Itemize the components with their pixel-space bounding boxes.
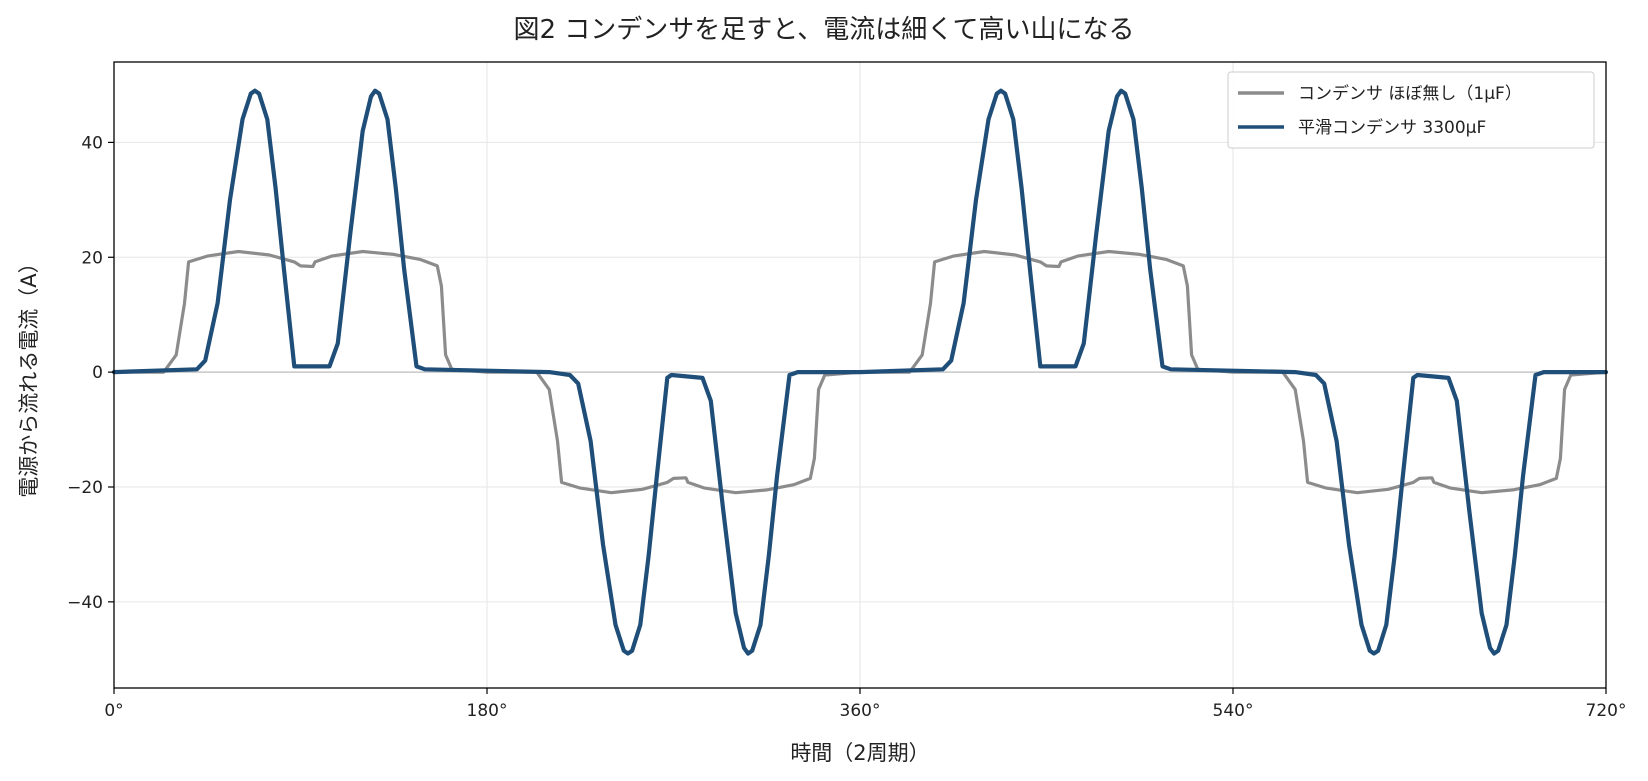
y-tick-label: 0 (92, 363, 103, 383)
series-lines (111, 88, 1609, 656)
y-tick-label: 20 (81, 248, 103, 268)
x-tick-label: 720° (1586, 701, 1627, 721)
x-tick-label: 540° (1213, 701, 1254, 721)
x-axis-ticks: 0° 180° 360° 540° 720° (104, 688, 1626, 721)
legend-label-series-1: 平滑コンデンサ 3300μF (1298, 117, 1486, 138)
legend-box (1227, 71, 1595, 149)
y-tick-label: −40 (67, 593, 103, 613)
y-tick-label: −20 (67, 478, 103, 498)
series-line-1 (111, 88, 1609, 656)
chart-title: 図2 コンデンサを足すと、電流は細くて高い山になる (514, 15, 1135, 45)
y-axis-title: 電源から流れる電流（A） (17, 252, 41, 497)
y-tick-label: 40 (81, 133, 103, 153)
grid-lines (113, 62, 1607, 688)
x-axis-title: 時間（2周期） (790, 741, 929, 765)
x-tick-label: 180° (467, 701, 508, 721)
y-axis-ticks: −40 −20 0 20 40 (67, 133, 114, 613)
x-tick-label: 0° (104, 701, 123, 721)
legend-label-series-0: コンデンサ ほぼ無し（1μF） (1298, 83, 1522, 104)
legend: コンデンサ ほぼ無し（1μF） 平滑コンデンサ 3300μF (1227, 71, 1595, 149)
x-tick-label: 360° (840, 701, 881, 721)
